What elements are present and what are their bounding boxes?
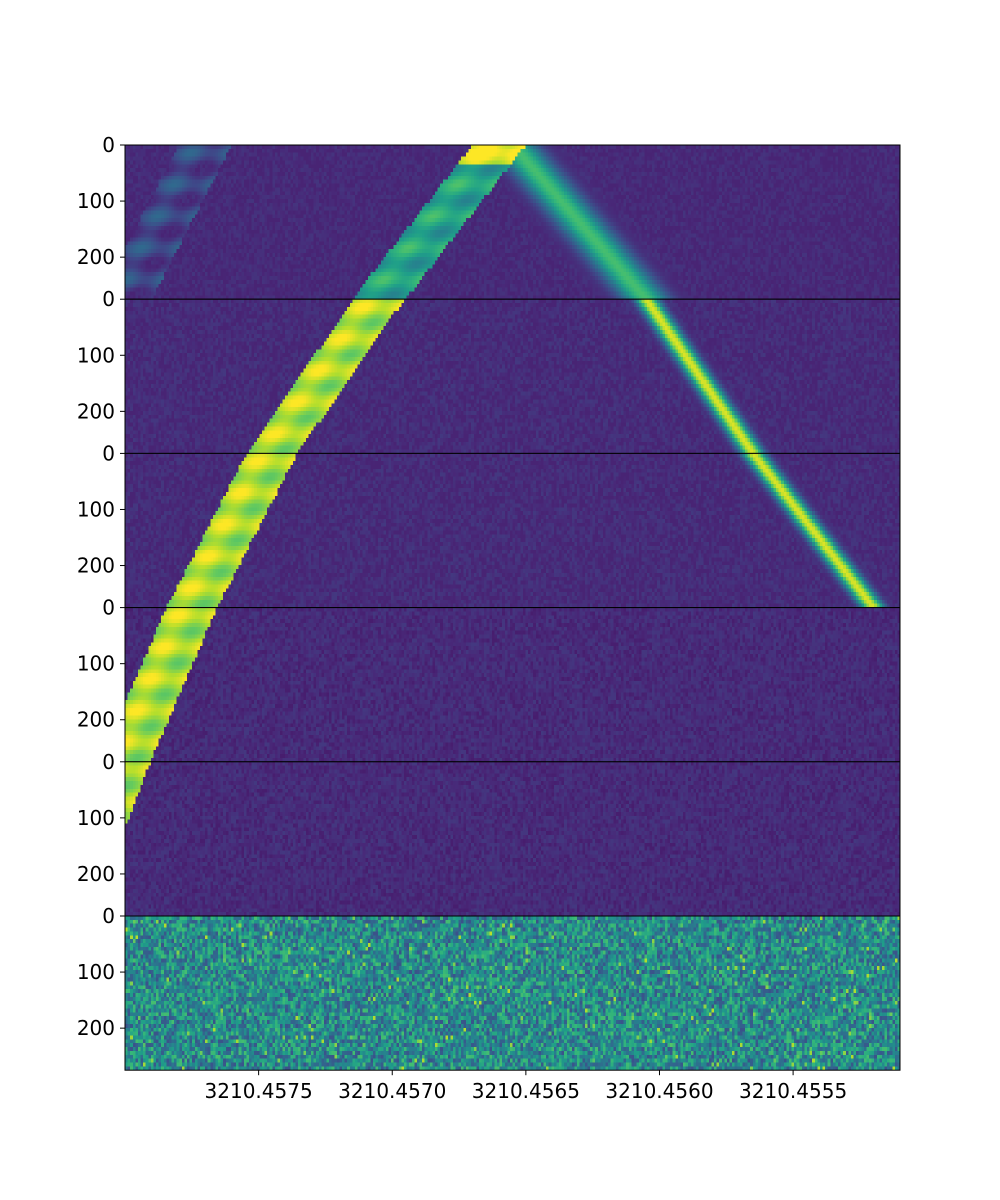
y-tick-label: 0 [102, 596, 115, 620]
x-tick-label: 3210.4570 [338, 1079, 446, 1103]
x-tick-label: 3210.4565 [472, 1079, 580, 1103]
y-tick-label: 200 [77, 554, 115, 578]
waterfall-panel-3 [125, 453, 900, 608]
y-tick-label: 0 [102, 133, 115, 157]
y-tick-label: 200 [77, 399, 115, 423]
panels-layer [124, 144, 901, 1071]
waterfall-panel-2 [125, 299, 900, 454]
y-tick-label: 100 [77, 652, 115, 676]
y-tick-label: 100 [77, 189, 115, 213]
x-tick-label: 3210.4575 [205, 1079, 313, 1103]
y-tick-label: 0 [102, 287, 115, 311]
ticks-layer: 0 100 200 0 100 200 0 100 200 0 100 200 0 100 200 0 100 2… [77, 133, 847, 1103]
y-tick-label: 200 [77, 245, 115, 269]
y-tick-label: 0 [102, 441, 115, 465]
y-tick-label: 200 [77, 862, 115, 886]
y-tick-label: 100 [77, 343, 115, 367]
y-tick-label: 200 [77, 1016, 115, 1040]
y-tick-label: 100 [77, 497, 115, 521]
waterfall-panel-4 [125, 607, 900, 762]
y-tick-label: 0 [102, 750, 115, 774]
waterfall-panel-6 [125, 916, 900, 1071]
y-tick-label: 0 [102, 904, 115, 928]
waterfall-panel-5 [125, 761, 900, 916]
y-tick-label: 100 [77, 806, 115, 830]
y-tick-label: 200 [77, 708, 115, 732]
waterfall-panel-1 [125, 145, 900, 300]
y-tick-label: 100 [77, 960, 115, 984]
x-tick-label: 3210.4555 [739, 1079, 847, 1103]
panel-frame-6 [124, 915, 901, 1071]
x-tick-label: 3210.4560 [605, 1079, 713, 1103]
